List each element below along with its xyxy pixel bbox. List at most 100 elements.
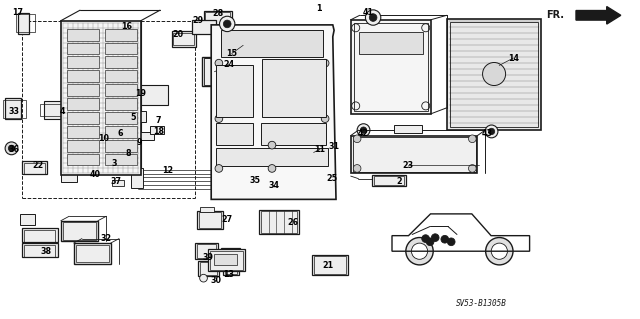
Text: 38: 38 [40, 247, 52, 256]
Bar [173, 33, 194, 45]
Bar [197, 244, 216, 258]
Circle shape [431, 234, 439, 241]
Bar [131, 168, 143, 188]
Bar [22, 161, 47, 174]
Bar [205, 12, 230, 28]
Bar [5, 98, 21, 119]
Circle shape [357, 124, 370, 137]
Bar [204, 11, 232, 29]
Bar [3, 100, 26, 118]
Text: 42: 42 [358, 129, 369, 138]
Bar [67, 126, 99, 138]
Bar [394, 125, 422, 133]
Circle shape [268, 141, 276, 149]
Bar [223, 263, 239, 275]
Bar [221, 248, 240, 263]
Text: 16: 16 [121, 22, 132, 31]
Text: 18: 18 [153, 127, 164, 136]
Bar [312, 178, 326, 186]
Bar [105, 153, 137, 166]
Bar [67, 56, 99, 68]
Bar [105, 140, 137, 152]
Bar [351, 20, 431, 114]
Text: 37: 37 [111, 177, 122, 186]
Bar [105, 56, 137, 68]
Text: 40: 40 [89, 170, 100, 179]
Circle shape [426, 238, 434, 246]
Bar [218, 150, 229, 153]
Bar [198, 261, 219, 276]
Text: 7: 7 [156, 116, 161, 125]
Circle shape [468, 135, 476, 143]
Circle shape [243, 171, 250, 179]
Bar [195, 243, 218, 259]
Circle shape [406, 238, 433, 265]
Circle shape [215, 59, 223, 67]
Bar [372, 175, 406, 186]
Text: 21: 21 [322, 261, 333, 270]
Bar [105, 112, 137, 124]
Bar [120, 123, 134, 132]
Bar [24, 163, 45, 174]
Text: 41: 41 [362, 8, 374, 17]
Text: 15: 15 [226, 49, 237, 58]
FancyArrow shape [576, 6, 621, 24]
Bar [261, 211, 297, 233]
Text: 8: 8 [125, 149, 131, 158]
Circle shape [223, 20, 231, 28]
Text: 34: 34 [268, 181, 280, 190]
Text: 6: 6 [118, 129, 123, 138]
Bar [199, 212, 221, 228]
Bar [354, 23, 428, 111]
Bar [105, 98, 137, 110]
Text: 20: 20 [172, 30, 184, 39]
Circle shape [5, 142, 18, 155]
Text: 12: 12 [162, 166, 173, 175]
Bar [150, 126, 164, 134]
Bar [192, 20, 216, 34]
Text: 3: 3 [111, 159, 116, 168]
Bar [317, 176, 329, 185]
Circle shape [8, 145, 15, 152]
Text: 14: 14 [508, 54, 519, 63]
Circle shape [200, 274, 207, 282]
Bar [105, 43, 137, 55]
Bar [218, 140, 229, 144]
Bar [76, 245, 109, 262]
Text: 25: 25 [326, 174, 337, 182]
Bar [359, 32, 423, 54]
Bar [231, 138, 309, 165]
Circle shape [369, 14, 377, 21]
Bar [214, 254, 237, 265]
Bar [218, 160, 229, 163]
Bar [374, 176, 404, 185]
Bar [20, 214, 35, 225]
Bar [200, 262, 217, 275]
Bar [312, 255, 348, 275]
Text: 11: 11 [314, 145, 326, 154]
Bar [315, 175, 331, 186]
Text: SV53-B1305B: SV53-B1305B [456, 299, 507, 308]
Bar [221, 30, 323, 57]
Bar [216, 123, 253, 145]
Circle shape [485, 125, 498, 138]
Bar [74, 243, 111, 264]
Text: 17: 17 [12, 8, 24, 17]
Circle shape [486, 238, 513, 265]
Bar [67, 98, 99, 110]
Bar [67, 84, 99, 96]
Bar [450, 21, 538, 127]
Circle shape [365, 10, 381, 25]
Text: 43: 43 [482, 129, 493, 138]
Bar [259, 210, 299, 234]
Bar [112, 180, 124, 186]
PathPatch shape [216, 65, 253, 117]
Bar [229, 137, 311, 166]
Circle shape [321, 59, 329, 67]
Bar [105, 70, 137, 82]
PathPatch shape [262, 59, 326, 117]
Bar [353, 137, 476, 172]
Bar [24, 245, 55, 257]
Text: 26: 26 [287, 218, 299, 227]
Text: 1: 1 [316, 4, 321, 13]
